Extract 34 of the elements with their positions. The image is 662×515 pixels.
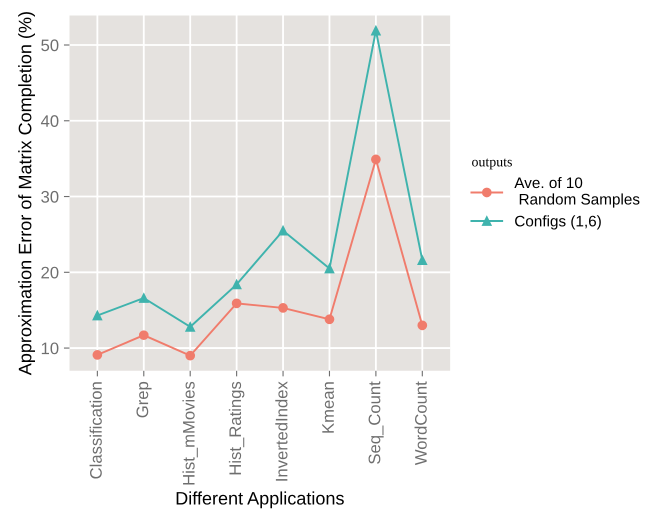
point: [232, 298, 242, 308]
point: [278, 303, 288, 313]
y-tick-label: 40: [40, 115, 58, 127]
x-axis-title: Different Applications: [176, 491, 344, 508]
point: [417, 255, 428, 266]
legend-label: Configs (1,6): [515, 215, 601, 230]
point: [185, 322, 196, 332]
y-axis-title: Approximation Error of Matrix Completion (%): [18, 12, 35, 376]
y-tick-label: 50: [41, 39, 58, 52]
point: [278, 226, 288, 236]
legend-label: Ave. of 10 Random Samples: [514, 176, 640, 208]
x-tick-label: Seq_Count: [368, 381, 384, 464]
point: [371, 154, 381, 164]
point: [185, 350, 196, 361]
legend-title: outputs: [472, 158, 512, 170]
x-tick-label: Grep: [136, 382, 152, 418]
point: [232, 280, 242, 290]
point: [417, 320, 428, 330]
point: [92, 310, 102, 320]
point: [138, 293, 149, 303]
x-tick-label: Kmean: [322, 382, 334, 433]
y-tick-label: 20: [41, 266, 58, 279]
point: [324, 314, 334, 324]
point: [138, 330, 149, 340]
x-tick-label: WordCount: [414, 381, 427, 466]
y-tick-label: 10: [42, 342, 58, 354]
point: [324, 264, 334, 274]
point: [371, 26, 381, 36]
y-tick-label: 30: [41, 190, 58, 203]
x-tick-label: InvertedIndex: [275, 381, 288, 481]
x-tick-label: Hist_mMovies: [182, 382, 198, 484]
point: [92, 350, 102, 360]
x-tick-label: Classification: [90, 382, 102, 479]
x-tick-label: Hist_Ratings: [228, 382, 244, 474]
